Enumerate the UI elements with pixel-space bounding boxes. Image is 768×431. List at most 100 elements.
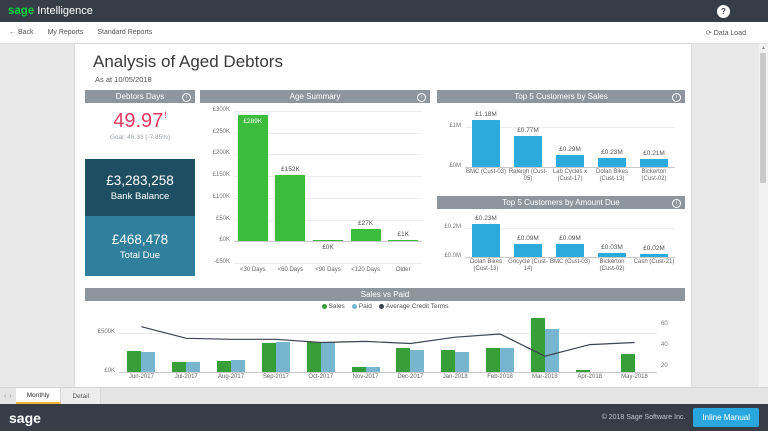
sales-bar[interactable] (351, 367, 366, 372)
y-axis-tick-label: £1M (449, 123, 461, 129)
bar[interactable] (640, 254, 668, 257)
sales-bar[interactable] (127, 351, 142, 372)
tab-next-icon[interactable]: › (9, 392, 12, 400)
info-icon[interactable]: i (417, 92, 426, 102)
bar[interactable] (598, 158, 626, 167)
gridline (234, 197, 422, 199)
back-button[interactable]: ← Back (9, 29, 34, 36)
gridline (234, 111, 422, 112)
paid-bar[interactable] (500, 348, 515, 372)
x-axis-label: BMC (Cust-03) (465, 169, 506, 175)
sales-bar[interactable] (261, 343, 276, 372)
bar[interactable] (598, 253, 626, 257)
scrollbar-thumb[interactable] (760, 53, 766, 183)
nav-standard-reports[interactable]: Standard Reports (97, 29, 153, 36)
paid-bar[interactable] (275, 342, 290, 372)
scroll-up-icon[interactable]: ▲ (761, 45, 766, 51)
paid-bar[interactable] (365, 367, 380, 372)
x-axis-line (465, 257, 675, 258)
tab-detail[interactable]: Detail (61, 388, 102, 404)
panel-top5-sales: Top 5 Customers by Sales i £1M £0M £1.18M £… (437, 90, 685, 186)
panel-title: Top 5 Customers by Sales (514, 92, 608, 101)
x-axis-label: <120 Days (351, 267, 380, 273)
sales-bar[interactable] (217, 361, 232, 372)
sales-bar[interactable] (575, 370, 590, 372)
legend-item-credit-terms[interactable]: Average Credit Terms (378, 303, 448, 310)
sales-bar[interactable] (441, 350, 456, 372)
bank-balance-label: Bank Balance (110, 191, 170, 202)
x-axis-label: Jun-2017 (128, 374, 154, 380)
paid-bar[interactable] (231, 360, 246, 372)
sales-bar[interactable] (396, 348, 411, 372)
panel-title: Sales vs Paid (360, 290, 410, 299)
bank-balance-value: £3,283,258 (106, 173, 174, 188)
bar[interactable] (472, 224, 500, 257)
x-axis-line (234, 241, 422, 243)
legend-item-sales[interactable]: Sales (321, 303, 345, 310)
data-load-button[interactable]: ⟳ Data Load (706, 29, 746, 37)
bar-data-label: £0.09M (559, 235, 581, 242)
bar-data-label: £0.09M (517, 235, 539, 242)
bar-data-label: £0.02M (643, 245, 665, 252)
bar[interactable] (275, 175, 306, 242)
x-axis-label: Jul-2017 (174, 374, 198, 380)
total-due-value: £468,478 (111, 231, 169, 247)
info-icon[interactable]: i (672, 92, 681, 102)
sales-bar[interactable] (530, 318, 545, 372)
panel-header: Debtors Days i (85, 90, 195, 103)
x-axis-label: BMC (Cust-03) (549, 259, 590, 265)
gridline (234, 263, 422, 264)
y-axis-tick-label: £200K (212, 150, 230, 157)
bar[interactable] (556, 244, 584, 257)
paid-bar[interactable] (544, 329, 559, 372)
x-axis-label: Oct-2017 (308, 374, 334, 380)
sales-bar[interactable] (620, 354, 635, 372)
x-axis-label: Raleigh (Cust-05) (508, 169, 548, 182)
tab-prev-icon[interactable]: ‹ (4, 392, 7, 400)
x-axis-label: Sep-2017 (262, 374, 289, 380)
bar[interactable] (514, 244, 542, 257)
paid-bar[interactable] (320, 342, 335, 372)
sage-logo: sage (8, 5, 35, 17)
vertical-scrollbar[interactable]: ▲ (759, 44, 768, 387)
bar-data-label: £0.23M (601, 149, 623, 156)
paid-bar[interactable] (186, 362, 201, 372)
y-axis-tick-label: £100K (212, 193, 230, 200)
bar[interactable] (556, 155, 584, 167)
bar[interactable] (313, 240, 343, 242)
sales-bar[interactable] (306, 342, 321, 372)
bar[interactable] (237, 115, 268, 242)
tab-monthly[interactable]: Monthly (15, 388, 62, 404)
sales-bar[interactable] (486, 348, 501, 372)
credit-terms-legend-dot-icon (378, 304, 384, 309)
x-axis-label: May-2018 (621, 374, 648, 380)
app-footer: sage © 2018 Sage Software Inc. Inline Ma… (0, 404, 768, 431)
gridline (234, 219, 422, 221)
bar[interactable] (350, 229, 381, 242)
paid-bar[interactable] (455, 352, 470, 372)
bar[interactable] (640, 159, 668, 167)
panel-age-summary: Age Summary i £300K £250K £200K £150K £100K £… (200, 90, 430, 284)
bar[interactable] (472, 120, 500, 167)
y-axis-tick-label: £0K (219, 237, 230, 244)
bar[interactable] (514, 136, 542, 167)
info-icon[interactable]: i (672, 198, 681, 208)
paid-bar[interactable] (141, 352, 156, 372)
info-icon[interactable]: i (182, 92, 191, 102)
paid-bar[interactable] (410, 350, 425, 372)
panel-header: Top 5 Customers by Sales i (437, 90, 685, 103)
plot-area: £1M £0M £1.18M £0.77M £0.29M £0.23M £0.21M (449, 109, 675, 169)
legend-item-paid[interactable]: Paid (351, 303, 372, 310)
nav-my-reports[interactable]: My Reports (47, 29, 84, 36)
x-axis-label: Aug-2017 (218, 374, 245, 380)
x-axis-label: Bickerton (Cust-02) (641, 169, 667, 182)
inline-manual-button[interactable]: Inline Manual (693, 408, 759, 427)
bar-data-label: £152K (280, 166, 300, 174)
average-credit-terms-line (141, 326, 635, 357)
right-axis-tick-label: 20 (661, 362, 668, 369)
app-topbar: sage Intelligence ? (0, 0, 768, 22)
help-icon[interactable]: ? (717, 4, 730, 18)
bar[interactable] (388, 240, 419, 242)
sales-bar[interactable] (172, 362, 187, 372)
report-workspace: Analysis of Aged Debtors As at 10/05/201… (0, 44, 768, 387)
